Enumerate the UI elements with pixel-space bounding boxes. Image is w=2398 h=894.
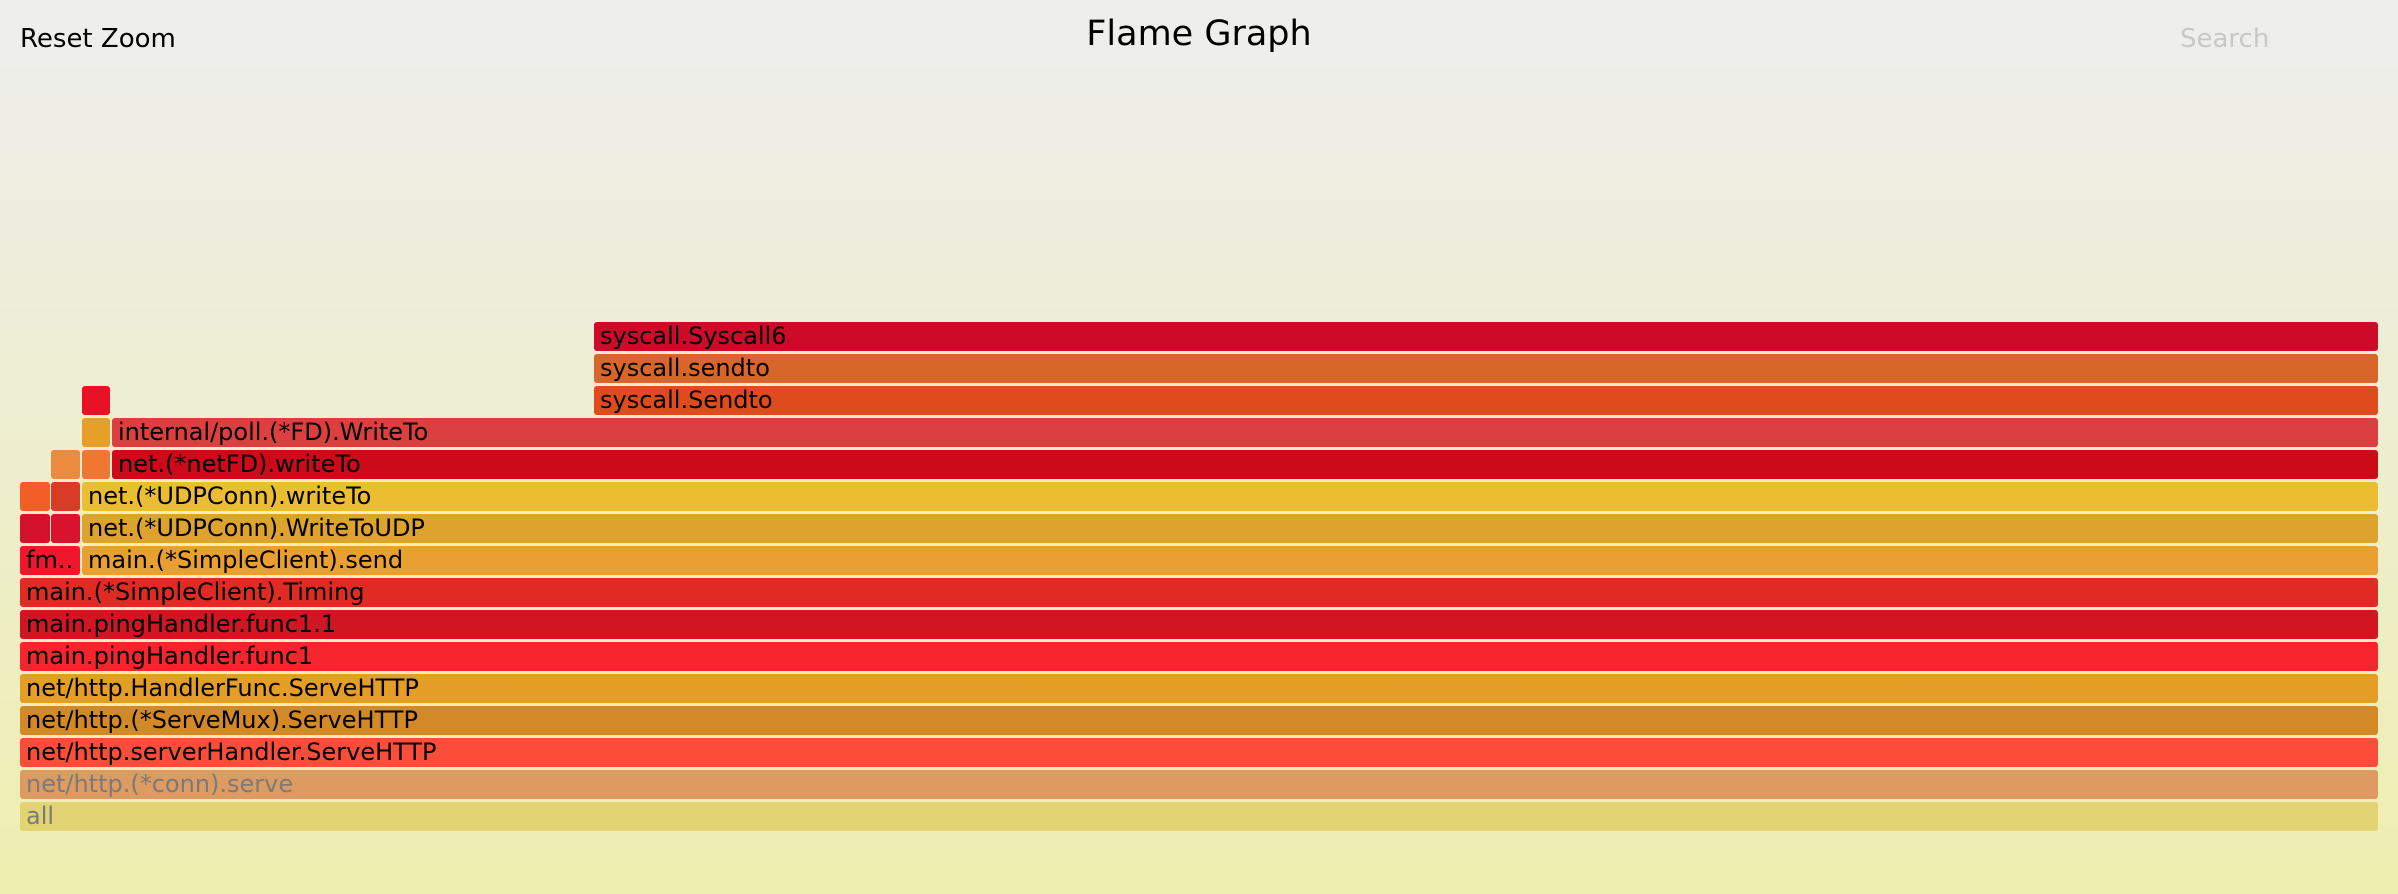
flame-frame-label: main.pingHandler.func1.1 xyxy=(26,610,337,638)
flame-frame[interactable]: all xyxy=(20,802,2378,831)
flame-frame-label: net/http.HandlerFunc.ServeHTTP xyxy=(26,674,419,702)
flame-frame-label: net.(*UDPConn).WriteToUDP xyxy=(88,514,425,542)
flame-frame[interactable]: net/http.(*ServeMux).ServeHTTP xyxy=(20,706,2378,735)
flame-frame[interactable]: net/http.HandlerFunc.ServeHTTP xyxy=(20,674,2378,703)
flame-frame[interactable] xyxy=(20,514,50,543)
flame-frame[interactable]: syscall.Syscall6 xyxy=(594,322,2378,351)
flame-frame[interactable]: main.pingHandler.func1.1 xyxy=(20,610,2378,639)
flame-frame[interactable] xyxy=(82,386,110,415)
flame-frame[interactable] xyxy=(82,450,110,479)
flame-frame-label: net.(*UDPConn).writeTo xyxy=(88,482,372,510)
flame-frame-label: net/http.(*ServeMux).ServeHTTP xyxy=(26,706,418,734)
flame-frame-label: fm.. xyxy=(26,546,74,574)
flame-frame[interactable] xyxy=(51,514,80,543)
flame-frame-label: main.(*SimpleClient).Timing xyxy=(26,578,365,606)
flame-frame[interactable]: main.pingHandler.func1 xyxy=(20,642,2378,671)
flame-frame-label: net/http.(*conn).serve xyxy=(26,770,294,798)
flame-frame-label: syscall.sendto xyxy=(600,354,770,382)
flame-frame-label: main.(*SimpleClient).send xyxy=(88,546,404,574)
flame-frame[interactable]: internal/poll.(*FD).WriteTo xyxy=(112,418,2378,447)
flame-frame[interactable]: net.(*UDPConn).WriteToUDP xyxy=(82,514,2378,543)
flame-frame-label: syscall.Sendto xyxy=(600,386,773,414)
search-button[interactable]: Search xyxy=(2180,24,2270,54)
flame-frame[interactable]: main.(*SimpleClient).Timing xyxy=(20,578,2378,607)
reset-zoom-button[interactable]: Reset Zoom xyxy=(20,24,176,54)
flame-frame[interactable]: net.(*netFD).writeTo xyxy=(112,450,2378,479)
flame-frame[interactable]: main.(*SimpleClient).send xyxy=(82,546,2378,575)
flame-frame-label: main.pingHandler.func1 xyxy=(26,642,314,670)
flame-frame[interactable] xyxy=(82,418,110,447)
page-title: Flame Graph xyxy=(1086,14,1312,54)
flame-frame[interactable]: net.(*UDPConn).writeTo xyxy=(82,482,2378,511)
flame-frame[interactable]: net/http.(*conn).serve xyxy=(20,770,2378,799)
flame-frame[interactable]: net/http.serverHandler.ServeHTTP xyxy=(20,738,2378,767)
flame-frame[interactable] xyxy=(51,482,80,511)
flame-frame[interactable]: fm.. xyxy=(20,546,80,575)
flame-frame[interactable]: syscall.Sendto xyxy=(594,386,2378,415)
flame-frame-label: all xyxy=(26,802,55,830)
flame-frame[interactable]: syscall.sendto xyxy=(594,354,2378,383)
flame-frame-label: internal/poll.(*FD).WriteTo xyxy=(118,418,429,446)
flame-frame[interactable] xyxy=(51,450,80,479)
flame-frame[interactable] xyxy=(20,482,50,511)
flame-frame-label: net/http.serverHandler.ServeHTTP xyxy=(26,738,437,766)
flame-frame-label: net.(*netFD).writeTo xyxy=(118,450,361,478)
flame-frame-label: syscall.Syscall6 xyxy=(600,322,787,350)
